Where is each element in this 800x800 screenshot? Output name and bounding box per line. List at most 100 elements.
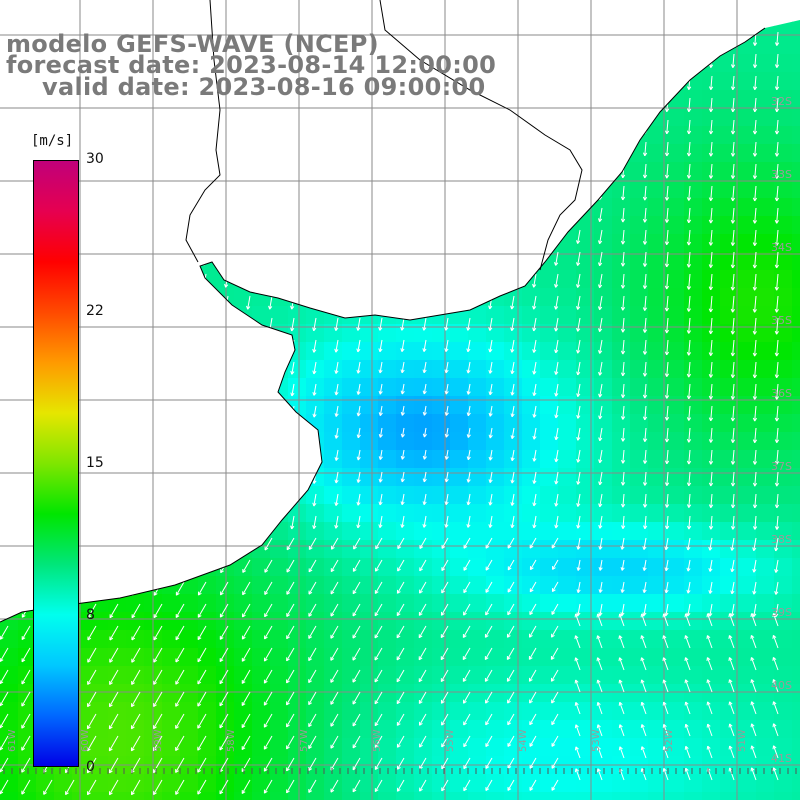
- wind-arrow: [27, 163, 31, 178]
- wind-arrow: [153, 603, 163, 618]
- wind-cell: [270, 342, 289, 361]
- wind-arrow: [666, 493, 669, 508]
- wind-arrow-head: [688, 439, 692, 443]
- wind-cell: [558, 108, 577, 127]
- wind-arrow-head: [555, 152, 559, 156]
- wind-arrow-head: [533, 371, 537, 375]
- wind-arrow-head: [397, 568, 401, 572]
- wind-arrow-head: [136, 305, 139, 310]
- wind-cell: [738, 630, 757, 649]
- wind-arrow-head: [776, 130, 780, 135]
- wind-arrow-head: [180, 393, 183, 398]
- wind-cell: [702, 414, 721, 433]
- wind-cell: [432, 360, 451, 379]
- wind-arrow-head: [776, 197, 780, 202]
- wind-arrow-head: [286, 569, 291, 573]
- wind-cell: [414, 792, 433, 800]
- wind-arrow-head: [27, 218, 31, 222]
- wind-arrow-head: [312, 195, 315, 200]
- wind-arrow-head: [335, 327, 339, 331]
- wind-arrow: [776, 295, 779, 313]
- wind-arrow: [710, 185, 713, 201]
- wind-cell: [90, 612, 109, 631]
- wind-arrow: [776, 471, 779, 487]
- wind-arrow-head: [203, 152, 207, 156]
- wind-arrow-head: [175, 615, 180, 618]
- wind-arrow: [732, 163, 735, 179]
- wind-arrow: [313, 383, 317, 396]
- wind-cell: [234, 774, 253, 793]
- wind-cell: [198, 702, 217, 721]
- wind-cell: [522, 144, 541, 163]
- wind-cell: [684, 774, 703, 793]
- wind-arrow-head: [269, 262, 273, 266]
- wind-arrow-head: [466, 217, 469, 222]
- wind-cell: [720, 432, 739, 451]
- wind-cell: [324, 468, 343, 487]
- wind-cell: [540, 720, 559, 739]
- wind-cell: [378, 252, 397, 271]
- wind-cell: [126, 702, 145, 721]
- wind-arrow: [776, 53, 779, 68]
- wind-cell: [486, 648, 505, 667]
- wind-arrow-head: [688, 504, 692, 508]
- wind-arrow-head: [357, 327, 361, 331]
- wind-cell: [432, 20, 451, 37]
- wind-cell: [666, 90, 685, 109]
- wind-arrow-head: [110, 548, 114, 552]
- wind-arrow: [159, 207, 163, 222]
- wind-arrow-head: [335, 391, 339, 396]
- wind-cell: [468, 648, 487, 667]
- wind-cell: [612, 612, 631, 631]
- wind-cell: [666, 702, 685, 721]
- wind-cell: [288, 126, 307, 145]
- wind-arrow-head: [666, 307, 670, 312]
- wind-arrow-head: [92, 239, 95, 244]
- wind-cell: [666, 108, 685, 127]
- wind-arrow: [247, 229, 251, 244]
- wind-cell: [360, 666, 379, 685]
- wind-cell: [720, 702, 739, 721]
- wind-arrow-head: [154, 593, 158, 596]
- wind-cell: [396, 0, 415, 19]
- wind-cell: [180, 540, 199, 559]
- wind-arrow: [291, 20, 295, 24]
- wind-arrow-head: [202, 437, 205, 442]
- wind-arrow-head: [554, 63, 557, 68]
- wind-arrow-head: [4, 349, 7, 354]
- wind-arrow-head: [555, 349, 559, 354]
- wind-arrow: [533, 471, 537, 484]
- wind-arrow-head: [48, 151, 51, 156]
- wind-arrow-head: [577, 64, 581, 68]
- wind-arrow-head: [268, 217, 271, 222]
- wind-arrow-head: [529, 545, 534, 549]
- wind-arrow-head: [136, 173, 139, 178]
- wind-arrow: [577, 75, 581, 90]
- wind-cell: [414, 378, 433, 397]
- wind-arrow-head: [27, 460, 31, 465]
- wind-arrow: [644, 20, 647, 24]
- wind-cell: [72, 126, 91, 145]
- wind-cell: [180, 306, 199, 325]
- wind-cell: [774, 36, 793, 55]
- wind-cell: [108, 234, 127, 253]
- wind-cell: [306, 216, 325, 235]
- wind-arrow-head: [246, 107, 249, 112]
- wind-arrow-head: [26, 107, 29, 112]
- wind-cell: [792, 540, 800, 559]
- wind-cell: [468, 270, 487, 289]
- wind-cell: [414, 0, 433, 19]
- wind-arrow-head: [422, 261, 425, 266]
- wind-arrow-head: [555, 481, 559, 485]
- wind-arrow: [622, 75, 625, 90]
- wind-cell: [414, 468, 433, 487]
- wind-cell: [720, 684, 739, 703]
- wind-cell: [198, 738, 217, 757]
- wind-arrow: [401, 20, 405, 24]
- wind-arrow: [445, 427, 449, 438]
- wind-arrow: [92, 515, 97, 531]
- wind-arrow-head: [181, 527, 185, 531]
- wind-cell: [180, 468, 199, 487]
- wind-cell: [270, 612, 289, 631]
- wind-cell: [558, 20, 577, 37]
